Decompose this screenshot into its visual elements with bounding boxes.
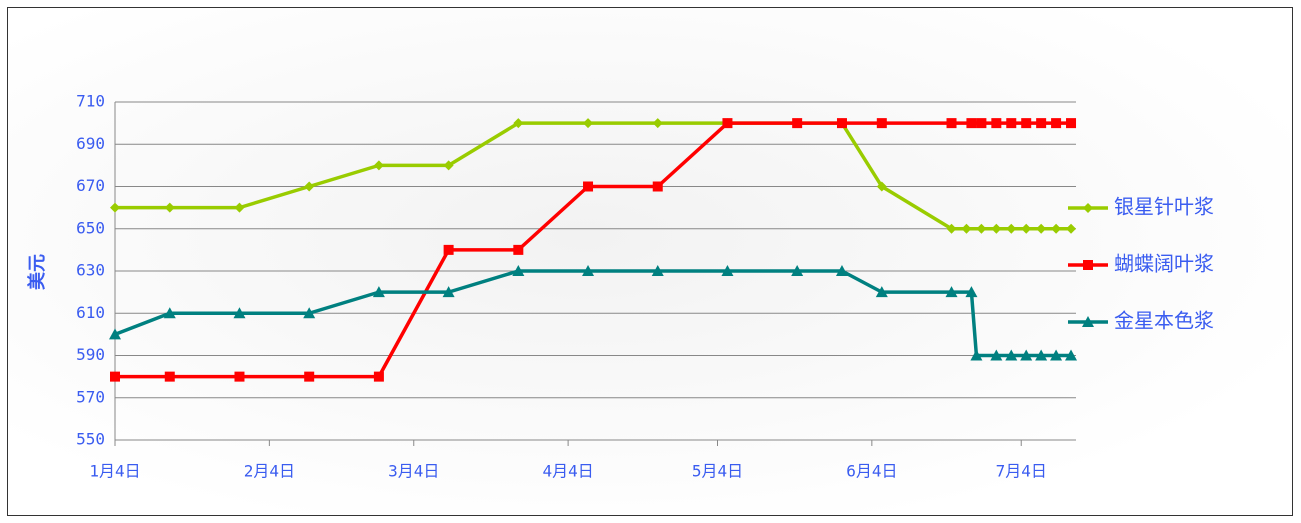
data-point (513, 118, 524, 129)
data-point (961, 223, 972, 234)
data-point (1051, 118, 1062, 129)
data-point (583, 118, 594, 129)
legend-label: 金星本色浆 (1114, 309, 1214, 333)
data-point (1050, 349, 1063, 361)
x-tick-label: 7月4日 (996, 462, 1047, 481)
data-point (651, 265, 664, 276)
data-point (835, 265, 848, 276)
data-point (110, 371, 120, 382)
data-point (443, 244, 454, 255)
y-tick-label: 650 (76, 218, 105, 237)
data-point (792, 118, 803, 129)
data-point (513, 244, 524, 255)
data-point (966, 118, 977, 129)
data-point (163, 307, 176, 319)
data-point (1036, 223, 1047, 234)
data-point (304, 371, 315, 382)
data-point (1065, 349, 1078, 361)
y-tick-label: 570 (76, 387, 105, 406)
data-point (946, 118, 957, 129)
x-tick-label: 2月4日 (244, 462, 295, 481)
x-tick-label: 4月4日 (542, 462, 593, 481)
data-point (1035, 349, 1048, 361)
legend-marker (1083, 260, 1093, 270)
series-line (114, 269, 1072, 358)
data-point (442, 286, 455, 298)
data-point (965, 286, 978, 298)
data-point (991, 223, 1002, 234)
data-point (991, 118, 1002, 129)
data-point (373, 371, 384, 382)
x-tick-label: 3月4日 (388, 462, 439, 481)
data-point (583, 181, 594, 192)
data-point (164, 371, 175, 382)
data-point (1066, 118, 1077, 129)
data-point (791, 265, 804, 276)
data-point (976, 118, 987, 129)
y-tick-label: 610 (76, 303, 105, 322)
data-point (970, 349, 983, 361)
data-point (110, 202, 120, 213)
data-point (1006, 223, 1017, 234)
data-point (234, 202, 245, 213)
data-point (1006, 118, 1017, 129)
data-point (303, 307, 316, 319)
x-tick-label: 5月4日 (692, 462, 743, 481)
data-point (721, 265, 734, 276)
data-point (946, 223, 957, 234)
y-tick-label: 710 (76, 92, 105, 111)
data-point (652, 118, 663, 129)
data-point (233, 307, 246, 319)
data-point (443, 160, 454, 171)
data-point (164, 202, 175, 213)
y-tick-label: 550 (76, 430, 105, 449)
data-point (1021, 223, 1032, 234)
data-point (1020, 349, 1033, 361)
data-point (372, 286, 385, 298)
legend-label: 蝴蝶阔叶浆 (1114, 252, 1214, 276)
data-point (652, 181, 663, 192)
chart-frame (7, 7, 1293, 516)
y-axis-label: 美元 (26, 254, 48, 290)
legend-marker (1082, 316, 1094, 327)
data-point (945, 286, 958, 298)
y-tick-label: 690 (76, 134, 105, 153)
data-point (976, 223, 987, 234)
data-point (990, 349, 1003, 361)
data-point (582, 265, 595, 276)
data-point (876, 181, 887, 192)
data-point (1066, 223, 1077, 234)
x-tick-label: 6月4日 (846, 462, 897, 481)
data-point (304, 181, 315, 192)
data-point (722, 118, 733, 129)
data-point (1005, 349, 1018, 361)
legend-label: 银星针叶浆 (1114, 195, 1214, 219)
data-point (1036, 118, 1047, 129)
data-point (1051, 223, 1062, 234)
y-tick-label: 630 (76, 261, 105, 280)
data-point (109, 328, 121, 340)
data-point (1021, 118, 1032, 129)
series-line (115, 121, 1072, 379)
data-point (836, 118, 847, 129)
data-point (512, 265, 525, 276)
x-tick-label: 1月4日 (89, 462, 140, 481)
legend-marker (1083, 203, 1093, 213)
data-point (234, 371, 245, 382)
y-tick-label: 670 (76, 176, 105, 195)
data-point (876, 118, 887, 129)
data-point (373, 160, 384, 171)
y-tick-label: 590 (76, 345, 105, 364)
data-point (875, 286, 888, 298)
